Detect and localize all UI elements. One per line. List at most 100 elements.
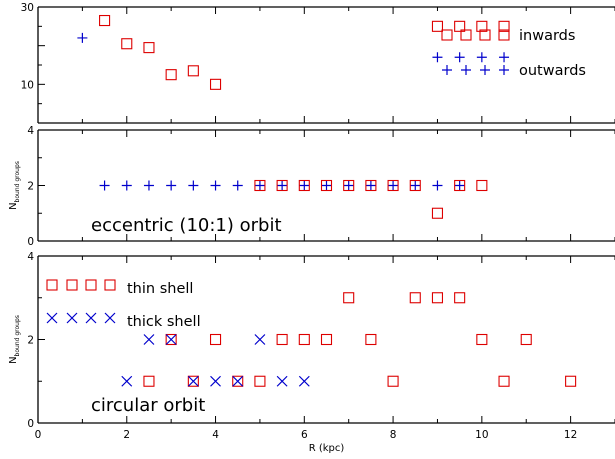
- legend-marker: [104, 279, 116, 291]
- data-point: [276, 333, 288, 346]
- data-point: [166, 180, 177, 191]
- series-set-1: [254, 179, 488, 219]
- data-point: [343, 179, 355, 192]
- data-point: [476, 52, 487, 63]
- data-point: [432, 180, 443, 191]
- legend-marker: [499, 65, 509, 75]
- legend-marker: [461, 65, 471, 75]
- data-point: [232, 180, 243, 191]
- series-inwards: [99, 14, 510, 90]
- legend-marker: [66, 312, 78, 324]
- y-axis-title: Nbound groups: [8, 161, 21, 210]
- series-outwards: [77, 32, 510, 63]
- legend-item-inwards: inwards: [441, 28, 575, 44]
- data-point: [365, 179, 377, 192]
- data-point: [409, 292, 421, 304]
- data-point: [298, 179, 310, 192]
- data-point: [254, 179, 266, 192]
- legend-marker: [85, 279, 97, 291]
- y-tick-label: 30: [21, 2, 34, 14]
- data-point: [454, 179, 466, 192]
- data-point: [498, 375, 510, 387]
- data-point: [254, 375, 266, 387]
- data-point: [209, 78, 222, 90]
- legend-label: thin shell: [127, 281, 193, 297]
- y-axis-title: Nbound groups: [8, 315, 21, 364]
- y-tick-label: 4: [27, 251, 34, 263]
- data-point: [365, 333, 377, 346]
- legend-marker: [46, 312, 58, 324]
- panel-top: 10 30 inwards outwards: [21, 2, 615, 124]
- panel-middle: 0 2 4 Nbound groups eccentric (10:1) orbit: [8, 125, 615, 248]
- data-point: [520, 333, 532, 346]
- data-point: [454, 52, 465, 63]
- data-point: [121, 38, 133, 50]
- panel-bottom: 0 2 4 0 2 4 6 8 10 12 R (kpc) Nbound groups circular…: [8, 251, 615, 454]
- legend-marker: [441, 29, 453, 41]
- y-axis-title-sub: bound groups: [14, 315, 21, 356]
- data-point: [143, 42, 155, 54]
- x-tick-label: 8: [390, 429, 397, 441]
- legend-label: inwards: [519, 28, 575, 44]
- legend-marker: [104, 312, 116, 324]
- data-point: [431, 207, 444, 219]
- x-axis-title: R (kpc): [309, 443, 345, 454]
- data-point: [431, 292, 444, 304]
- data-point: [410, 180, 421, 191]
- data-point: [298, 375, 310, 387]
- y-axis-title-main: N: [8, 356, 19, 363]
- x-tick-label: 4: [212, 429, 219, 441]
- data-point: [143, 375, 155, 387]
- y-tick-label: 2: [27, 335, 34, 347]
- x-tick-label: 6: [301, 429, 308, 441]
- legend-marker: [442, 65, 452, 75]
- data-point: [165, 333, 177, 346]
- data-point: [320, 179, 333, 192]
- data-point: [387, 375, 399, 387]
- data-point: [298, 333, 310, 346]
- data-point: [343, 292, 355, 304]
- legend-label: outwards: [519, 63, 586, 79]
- data-point: [388, 180, 399, 191]
- data-point: [188, 180, 199, 191]
- data-point: [165, 334, 177, 345]
- data-point: [210, 375, 221, 387]
- data-point: [121, 180, 132, 191]
- data-point: [431, 20, 444, 32]
- data-point: [143, 180, 154, 191]
- data-point: [232, 375, 244, 387]
- legend-marker: [460, 29, 472, 41]
- data-point: [454, 20, 466, 32]
- legend-item-thick-shell: thick shell: [46, 312, 201, 330]
- legend-marker: [498, 29, 510, 41]
- data-point: [321, 180, 332, 191]
- data-point: [409, 179, 421, 192]
- legend-marker: [85, 312, 97, 324]
- data-point: [476, 20, 488, 32]
- legend-marker: [479, 29, 491, 41]
- data-point: [320, 333, 333, 346]
- data-point: [454, 180, 465, 191]
- data-point: [276, 179, 288, 192]
- x-tick-label: 10: [475, 429, 488, 441]
- x-tick-label: 0: [35, 429, 42, 441]
- data-point: [277, 180, 288, 191]
- legend-marker: [46, 279, 58, 291]
- data-point: [254, 334, 266, 345]
- data-point: [565, 375, 577, 387]
- legend-item-thin-shell: thin shell: [46, 279, 193, 297]
- data-point: [254, 180, 265, 191]
- panel-annotation: circular orbit: [91, 395, 205, 416]
- y-axis-title-main: N: [8, 202, 19, 209]
- data-point: [187, 375, 199, 387]
- data-point: [387, 179, 399, 192]
- panel-annotation: eccentric (10:1) orbit: [91, 215, 282, 236]
- data-point: [476, 333, 488, 346]
- data-point: [143, 334, 155, 345]
- y-tick-label: 0: [27, 418, 34, 430]
- legend-marker: [480, 65, 490, 75]
- data-point: [365, 180, 376, 191]
- series-thin-shell: [143, 292, 577, 387]
- data-point: [210, 180, 221, 191]
